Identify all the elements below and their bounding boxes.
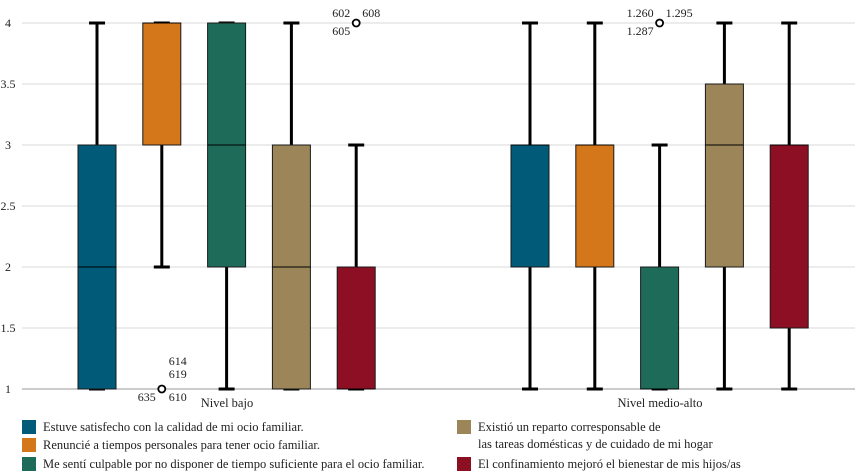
legend-label-4-line-1: Existió un reparto corresponsable de xyxy=(478,420,661,434)
legend-label-2: Renuncié a tiempos personales para tener… xyxy=(43,438,320,452)
legend-label-1: Estuve satisfecho con la calidad de mi o… xyxy=(43,420,304,434)
y-tick-4: 4 xyxy=(5,16,11,30)
legend-item-2: Renuncié a tiempos personales para tener… xyxy=(22,437,320,454)
outlier-point-1 xyxy=(157,384,167,394)
outlier-label-3-1: 1.260 xyxy=(627,6,654,20)
x-label-group-2: Nivel medio-alto xyxy=(617,396,702,410)
y-tick-2: 2 xyxy=(5,260,11,274)
y-tick-1.5: 1.5 xyxy=(1,321,16,335)
outlier-label-1-3: 610 xyxy=(169,390,187,404)
x-label-group-1: Nivel bajo xyxy=(201,396,253,410)
box-g2-s2 xyxy=(575,144,615,268)
outlier-point-2 xyxy=(351,18,361,28)
legend-swatch-1 xyxy=(22,420,36,434)
legend-label-4: Existió un reparto corresponsable de las… xyxy=(478,419,713,453)
box-g1-s2 xyxy=(142,22,182,146)
legend-swatch-4 xyxy=(457,420,471,434)
legend: Estuve satisfecho con la calidad de mi o… xyxy=(0,414,863,476)
box-g1-s5 xyxy=(336,266,376,390)
legend-item-5: El confinamiento mejoró el bienestar de … xyxy=(457,456,741,473)
legend-swatch-3 xyxy=(22,457,36,471)
outlier-label-2-3: 605 xyxy=(332,24,350,38)
y-tick-2.5: 2.5 xyxy=(1,199,16,213)
y-tick-3: 3 xyxy=(5,138,11,152)
y-tick-3.5: 3.5 xyxy=(1,77,16,91)
box-g2-s4 xyxy=(704,83,744,268)
legend-item-3: Me sentí culpable por no disponer de tie… xyxy=(22,456,424,473)
box-g2-s1 xyxy=(510,144,550,268)
box-g2-s3 xyxy=(640,266,680,390)
legend-item-1: Estuve satisfecho con la calidad de mi o… xyxy=(22,419,304,436)
legend-label-3: Me sentí culpable por no disponer de tie… xyxy=(43,457,425,471)
outlier-point-3 xyxy=(655,18,664,28)
outlier-label-3-3: 1.287 xyxy=(627,24,654,38)
legend-label-4-line-2: las tareas domésticas y de cuidado de mi… xyxy=(478,437,713,451)
legend-swatch-5 xyxy=(457,457,471,471)
box-g2-s5 xyxy=(769,144,809,329)
outlier-label-1-2: 619 xyxy=(169,367,187,381)
legend-swatch-2 xyxy=(22,438,36,452)
legend-label-5: El confinamiento mejoró el bienestar de … xyxy=(478,457,741,471)
y-tick-1: 1 xyxy=(5,382,11,396)
legend-item-4: Existió un reparto corresponsable de las… xyxy=(457,419,713,453)
outlier-label-3-2: 1.295 xyxy=(666,6,693,20)
outlier-label-1-4: 635 xyxy=(138,390,156,404)
outlier-label-1-1: 614 xyxy=(169,354,187,368)
outlier-label-2-2: 608 xyxy=(362,6,380,20)
outlier-label-2-1: 602 xyxy=(332,6,350,20)
